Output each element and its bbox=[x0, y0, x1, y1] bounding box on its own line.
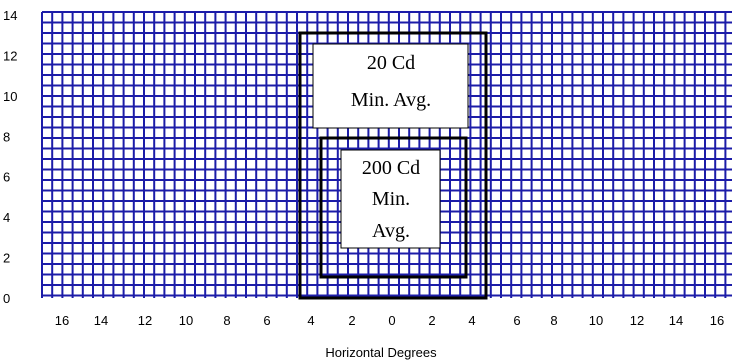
x-tick-label: 10 bbox=[179, 313, 193, 328]
outer-zone-label-line-2: Min. Avg. bbox=[351, 89, 431, 111]
y-tick-label: 12 bbox=[3, 48, 17, 63]
x-tick-label: 8 bbox=[223, 313, 230, 328]
y-tick-label: 10 bbox=[3, 89, 17, 104]
y-tick-label: 6 bbox=[3, 170, 10, 185]
x-tick-label: 14 bbox=[94, 313, 108, 328]
x-tick-label: 8 bbox=[550, 313, 557, 328]
outer-zone-label-box bbox=[312, 43, 469, 129]
y-axis-ticks: 14 12 10 8 6 4 2 0 bbox=[3, 8, 17, 306]
x-tick-label: 6 bbox=[513, 313, 520, 328]
y-tick-label: 14 bbox=[3, 8, 17, 23]
outer-zone-label-line-1: 20 Cd bbox=[367, 52, 415, 74]
x-tick-label: 0 bbox=[388, 313, 395, 328]
inner-zone-label-line-2: Min. bbox=[372, 188, 410, 210]
x-tick-label: 16 bbox=[55, 313, 69, 328]
inner-zone-box bbox=[319, 136, 468, 279]
x-tick-label: 14 bbox=[669, 313, 683, 328]
x-tick-label: 10 bbox=[589, 313, 603, 328]
x-tick-label: 16 bbox=[710, 313, 724, 328]
y-tick-label: 2 bbox=[3, 251, 10, 266]
x-axis-ticks: 16 14 12 10 8 6 4 2 0 2 4 6 8 10 12 14 16 bbox=[55, 313, 724, 328]
y-tick-label: 4 bbox=[3, 210, 10, 225]
x-tick-label: 2 bbox=[428, 313, 435, 328]
x-tick-label: 4 bbox=[468, 313, 475, 328]
inner-zone-label-box bbox=[340, 149, 441, 249]
y-tick-label: 8 bbox=[3, 129, 10, 144]
x-tick-label: 12 bbox=[630, 313, 644, 328]
x-tick-label: 12 bbox=[138, 313, 152, 328]
y-tick-label: 0 bbox=[3, 291, 10, 306]
x-axis-title: Horizontal Degrees bbox=[325, 345, 437, 360]
inner-zone-label-line-3: Avg. bbox=[372, 220, 410, 242]
x-tick-label: 2 bbox=[348, 313, 355, 328]
x-tick-label: 4 bbox=[307, 313, 314, 328]
outer-zone-box bbox=[298, 31, 488, 300]
inner-zone-label-line-1: 200 Cd bbox=[362, 157, 420, 179]
x-tick-label: 6 bbox=[263, 313, 270, 328]
